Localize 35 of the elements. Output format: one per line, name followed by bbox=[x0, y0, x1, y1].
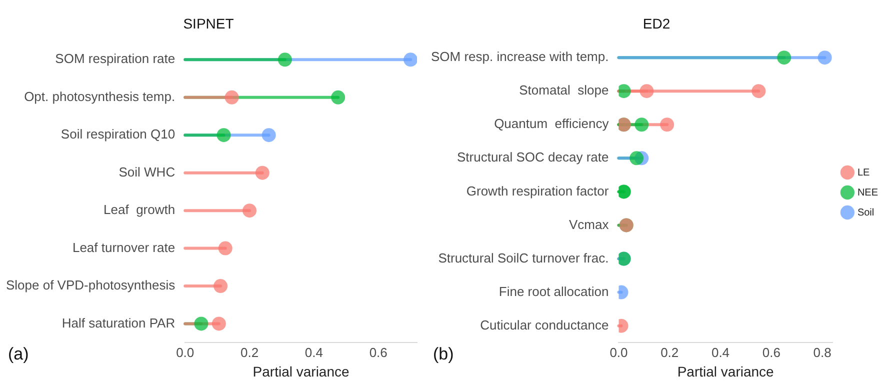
y-tick-label: Stomatal slope bbox=[519, 82, 609, 98]
legend-label: LE bbox=[857, 167, 870, 178]
y-tick-label: Leaf turnover rate bbox=[72, 240, 176, 255]
x-tick-label: 0.2 bbox=[660, 344, 679, 360]
y-tick-label: Soil respiration Q10 bbox=[60, 126, 176, 142]
x-tick-label: 0.8 bbox=[813, 344, 832, 360]
legend-label: NEE bbox=[857, 187, 878, 198]
y-tick-label: SOM respiration rate bbox=[55, 51, 176, 66]
x-axis-title: Partial variance bbox=[677, 363, 774, 380]
y-tick-label: Growth respiration factor bbox=[466, 183, 610, 198]
y-tick-label: Soil WHC bbox=[118, 164, 176, 180]
x-tick-label: 0.4 bbox=[711, 344, 730, 360]
y-tick-label: Cuticular conductance bbox=[480, 317, 609, 332]
y-tick-label: Half saturation PAR bbox=[62, 315, 176, 330]
y-tick-label: Fine root allocation bbox=[498, 284, 609, 299]
y-tick-label: Structural SoilC turnover frac. bbox=[438, 250, 609, 266]
chart-title: SIPNET bbox=[183, 15, 234, 32]
x-tick-label: 0.0 bbox=[176, 344, 194, 360]
x-axis-title: Partial variance bbox=[252, 363, 350, 380]
y-tick-label: Quantum efficiency bbox=[494, 116, 610, 132]
x-tick-label: 0.0 bbox=[610, 344, 628, 360]
text: (b) bbox=[433, 344, 454, 364]
x-tick-label: 0.6 bbox=[369, 344, 388, 360]
x-tick-label: 0.6 bbox=[762, 344, 780, 360]
y-tick-label: Slope of VPD-photosynthesis bbox=[6, 278, 176, 293]
x-tick-label: 0.4 bbox=[304, 344, 323, 360]
chart-title: ED2 bbox=[642, 15, 670, 32]
text: (a) bbox=[8, 344, 29, 364]
y-tick-label: Structural SOC decay rate bbox=[456, 150, 609, 165]
y-tick-label: Vcmax bbox=[568, 216, 610, 232]
x-tick-label: 0.2 bbox=[240, 344, 259, 360]
y-tick-label: Opt. photosynthesis temp. bbox=[24, 88, 176, 104]
y-tick-label: SOM resp. increase with temp. bbox=[430, 49, 609, 64]
y-tick-label: Leaf growth bbox=[104, 202, 176, 218]
legend-label: Soil bbox=[857, 207, 874, 218]
